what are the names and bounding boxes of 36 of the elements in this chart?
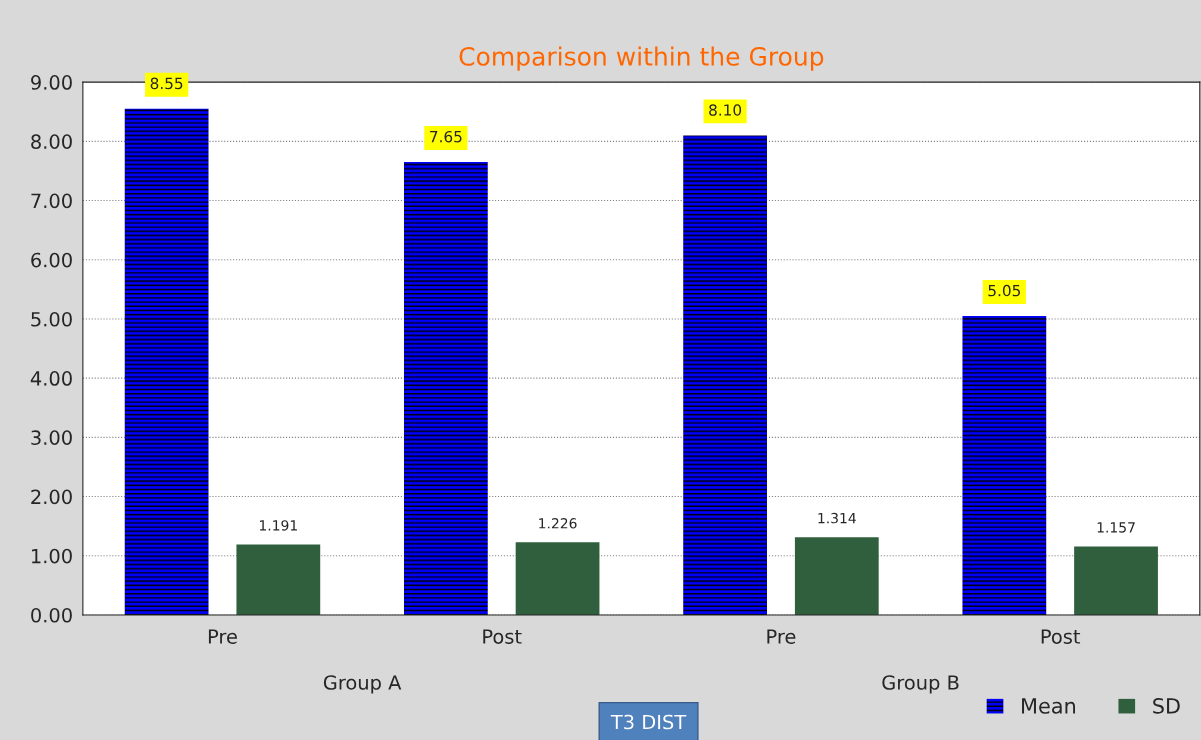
data-label: 5.05 [988, 284, 1021, 297]
data-label: 1.191 [259, 520, 297, 531]
x-tick-label: Post [1041, 629, 1081, 644]
data-label: 1.314 [818, 512, 856, 524]
text: Group B [882, 675, 959, 694]
chart-title: Comparison within the Group [459, 46, 824, 71]
x-tick-label: Pre [208, 629, 237, 644]
y-tick-label: 5.00 [31, 311, 72, 327]
y-tick-label: 7.00 [31, 193, 72, 209]
y-tick-label: 4.00 [30, 371, 72, 386]
y-tick-label: 8.00 [31, 134, 72, 149]
text: Group A [323, 675, 402, 694]
y-tick-label: 3.00 [31, 430, 72, 445]
y-tick-label: 2.00 [31, 489, 72, 505]
y-tick-label: 0.00 [31, 607, 72, 623]
y-tick-label: 1.00 [31, 548, 72, 564]
legend-label: SD [1153, 697, 1180, 714]
x-tick-label: Post [483, 629, 522, 644]
data-label: 8.55 [150, 77, 183, 90]
bar [403, 162, 488, 615]
text: T3 DIST [610, 714, 687, 730]
data-label: 7.65 [430, 130, 462, 143]
legend-label: Mean [1022, 698, 1076, 714]
data-label: 1.226 [539, 518, 577, 529]
bar [515, 542, 600, 615]
bar [794, 537, 879, 615]
bar [683, 135, 767, 615]
data-label: 8.10 [709, 104, 742, 116]
bar [124, 108, 209, 615]
bar [1074, 546, 1158, 615]
bar [962, 315, 1047, 615]
x-tick-label: Pre [767, 629, 796, 644]
data-label: 1.157 [1097, 522, 1135, 533]
bar [236, 544, 321, 615]
y-tick-label: 9.00 [31, 75, 72, 90]
y-tick-label: 6.00 [31, 252, 72, 268]
